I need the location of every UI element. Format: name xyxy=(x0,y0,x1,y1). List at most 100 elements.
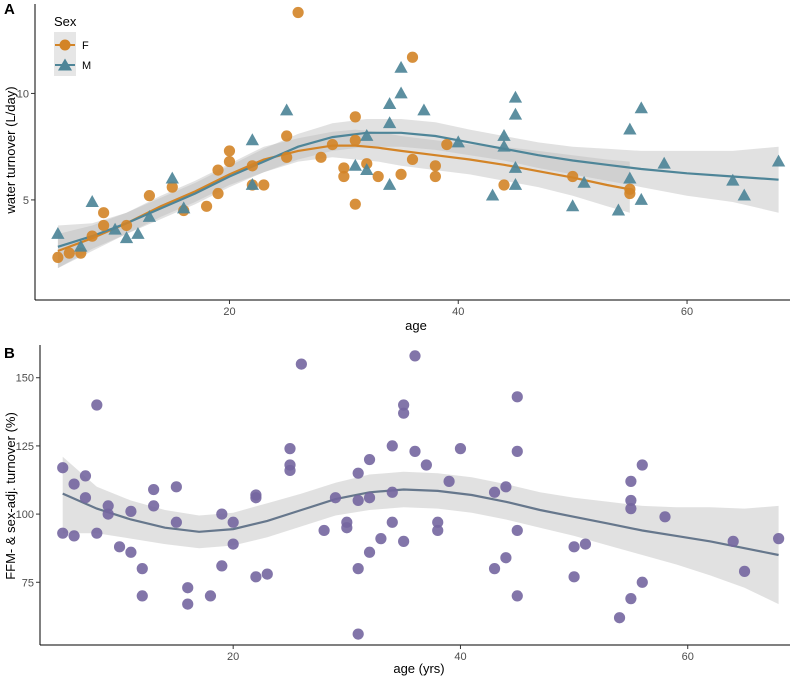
point-all xyxy=(125,546,137,558)
point-all xyxy=(102,508,114,520)
point-all xyxy=(386,486,398,498)
point-all xyxy=(386,440,398,452)
panel-a-axes: 20 40 60 5 10 xyxy=(17,4,790,318)
panel-b-axes: 20 40 60 75 100 125 150 xyxy=(16,345,790,663)
point-all xyxy=(182,598,194,610)
point-all xyxy=(727,535,739,547)
point-all xyxy=(363,492,376,504)
point-F xyxy=(52,251,64,264)
point-F xyxy=(281,130,293,142)
point-all xyxy=(488,486,501,498)
point-F xyxy=(223,155,236,168)
legend-m-marker xyxy=(58,58,72,71)
point-M xyxy=(382,178,397,190)
point-all xyxy=(352,628,364,640)
legend-f-marker xyxy=(59,39,71,51)
point-all xyxy=(284,464,296,477)
point-all xyxy=(227,538,239,550)
point-all xyxy=(398,407,410,419)
point-all xyxy=(454,443,467,455)
point-F xyxy=(349,198,361,210)
point-F xyxy=(338,162,350,174)
point-M xyxy=(348,158,362,171)
point-all xyxy=(125,505,137,517)
point-all xyxy=(170,516,182,528)
point-M xyxy=(382,97,397,109)
point-all xyxy=(227,516,239,528)
point-F xyxy=(372,170,384,183)
point-F xyxy=(212,187,224,200)
point-all xyxy=(568,541,580,553)
panel-b-y-axis-title: FFM- & sex-adj. turnover (%) xyxy=(3,412,18,580)
panel-a-y-axis-title: water turnover (L/day) xyxy=(3,86,18,214)
point-all xyxy=(386,516,398,528)
x-tick-label: 40 xyxy=(454,651,466,663)
point-M xyxy=(623,122,637,135)
point-M xyxy=(508,107,523,120)
point-all xyxy=(511,524,523,537)
point-M xyxy=(382,116,397,129)
point-M xyxy=(497,129,511,141)
panel-a-points xyxy=(51,6,786,264)
point-F xyxy=(349,111,361,123)
point-all xyxy=(91,399,103,411)
point-all xyxy=(488,563,501,575)
point-M xyxy=(451,135,465,148)
point-all xyxy=(352,467,364,479)
point-F xyxy=(143,190,155,202)
point-all xyxy=(636,576,648,588)
point-M xyxy=(131,226,145,239)
point-all xyxy=(659,511,671,523)
point-M xyxy=(634,101,648,114)
point-M xyxy=(737,188,751,201)
point-M xyxy=(566,199,580,212)
panel-b-points xyxy=(57,350,785,640)
point-all xyxy=(329,492,342,504)
point-M xyxy=(611,203,626,216)
panel-b-ribbon xyxy=(62,456,779,605)
point-F xyxy=(429,160,441,172)
point-all xyxy=(216,508,228,520)
ribbon-F xyxy=(57,129,630,269)
point-F xyxy=(98,207,110,219)
panel-b-x-axis-title: age (yrs) xyxy=(393,661,444,676)
point-all xyxy=(625,475,637,487)
point-M xyxy=(634,192,648,205)
point-F xyxy=(429,170,441,183)
point-M xyxy=(51,226,65,239)
x-tick-label: 20 xyxy=(227,651,239,663)
ribbon-M xyxy=(57,119,779,269)
point-all xyxy=(443,475,455,487)
point-all xyxy=(295,358,307,370)
smooth-line-M xyxy=(57,131,779,248)
point-all xyxy=(79,470,92,482)
y-tick-label: 10 xyxy=(17,88,29,100)
point-all xyxy=(352,563,364,575)
point-M xyxy=(245,178,259,190)
panel-b-label: B xyxy=(4,345,15,362)
panel-b-smooth-line xyxy=(62,488,779,557)
x-tick-label: 40 xyxy=(452,306,464,318)
point-all xyxy=(375,533,387,545)
point-F xyxy=(223,145,236,157)
point-all xyxy=(500,552,512,564)
point-all xyxy=(398,535,410,547)
point-F xyxy=(395,168,407,180)
point-all xyxy=(216,560,228,572)
point-M xyxy=(726,173,740,186)
point-M xyxy=(165,171,179,184)
point-all xyxy=(250,492,262,504)
y-tick-label: 150 xyxy=(16,373,34,385)
point-M xyxy=(360,163,374,176)
point-all xyxy=(79,492,92,504)
point-F xyxy=(86,230,98,242)
point-all xyxy=(398,399,410,411)
point-all xyxy=(511,391,523,403)
point-all xyxy=(773,533,785,545)
point-all xyxy=(432,516,444,528)
point-M xyxy=(142,209,157,222)
point-all xyxy=(148,500,160,512)
y-tick-label: 125 xyxy=(16,441,34,453)
point-all xyxy=(284,443,296,455)
